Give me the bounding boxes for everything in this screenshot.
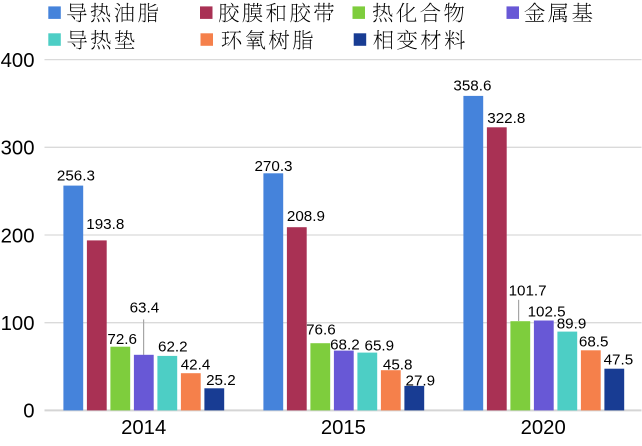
svg-text:76.6: 76.6 [306,322,336,339]
svg-text:200: 200 [1,225,35,247]
svg-text:300: 300 [1,138,35,160]
svg-text:0: 0 [23,401,34,423]
svg-text:102.5: 102.5 [528,304,566,321]
svg-text:2015: 2015 [321,417,366,439]
svg-text:358.6: 358.6 [453,78,491,95]
svg-text:65.9: 65.9 [365,338,395,355]
svg-text:270.3: 270.3 [254,158,292,175]
svg-text:63.4: 63.4 [130,300,160,317]
svg-text:25.2: 25.2 [206,372,236,389]
svg-text:2020: 2020 [521,417,566,439]
svg-text:68.5: 68.5 [579,334,609,351]
svg-text:68.2: 68.2 [330,336,360,353]
svg-text:27.9: 27.9 [406,372,436,389]
svg-text:193.8: 193.8 [86,216,124,233]
svg-text:101.7: 101.7 [509,283,547,300]
svg-text:100: 100 [1,313,35,335]
svg-text:208.9: 208.9 [287,208,325,225]
svg-text:45.8: 45.8 [383,357,413,374]
svg-text:322.8: 322.8 [487,110,525,127]
svg-text:42.4: 42.4 [181,357,211,374]
svg-text:62.2: 62.2 [158,338,188,355]
svg-text:72.6: 72.6 [107,331,137,348]
svg-text:2014: 2014 [121,417,166,439]
svg-text:89.9: 89.9 [557,316,587,333]
svg-text:47.5: 47.5 [604,352,634,369]
svg-text:256.3: 256.3 [57,168,95,185]
svg-text:400: 400 [1,50,35,72]
